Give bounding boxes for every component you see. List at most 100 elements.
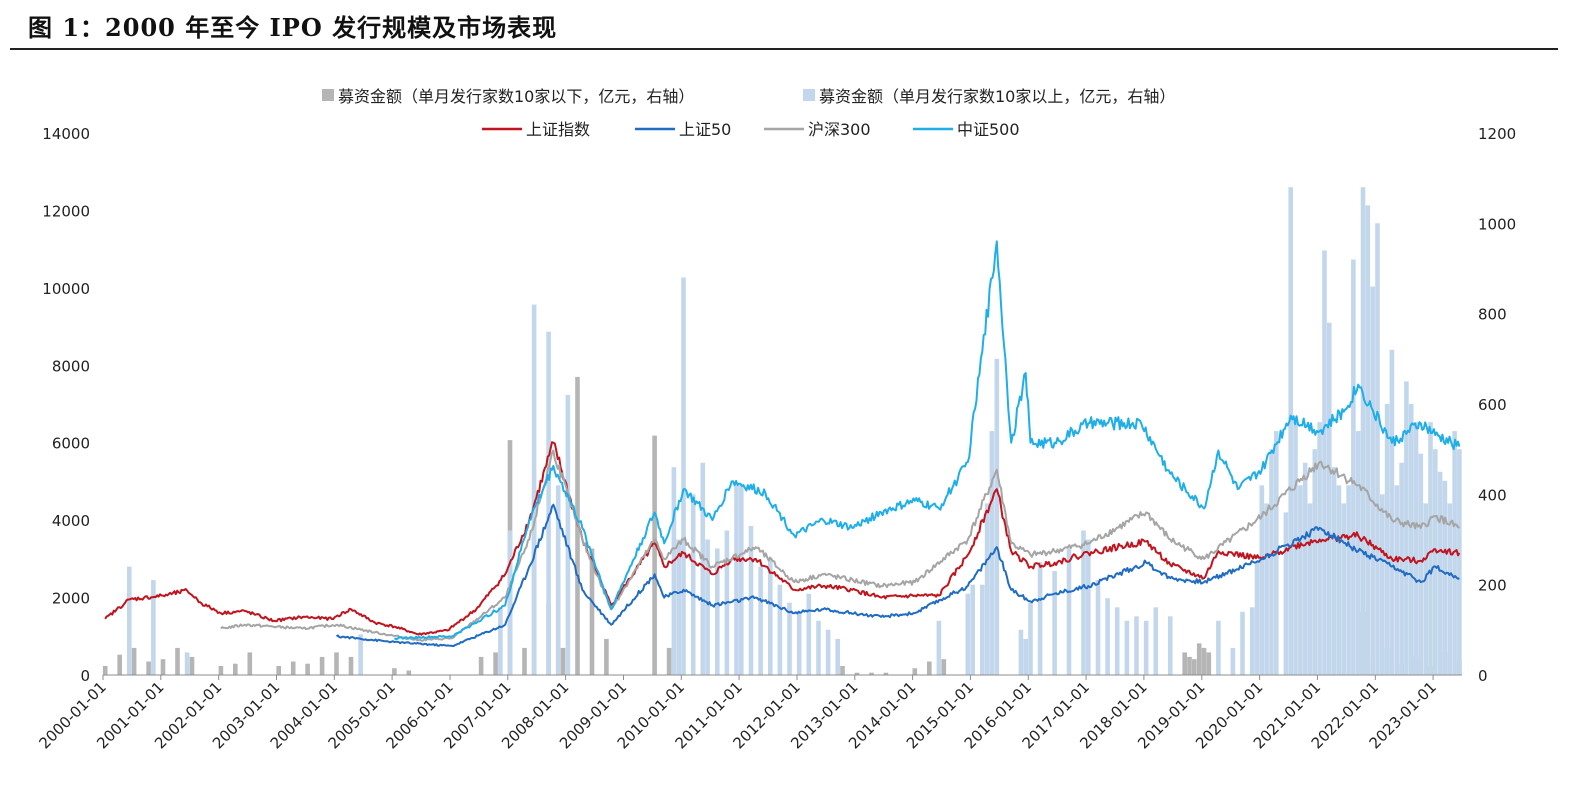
line-上证50 [336, 503, 1460, 647]
bar-small-2012-10 [840, 666, 845, 675]
bar-large-2000-06 [127, 566, 132, 675]
bar-large-2017-09 [1124, 620, 1130, 675]
bar-large-2010-08 [715, 548, 720, 675]
bar-large-2019-07 [1230, 647, 1236, 675]
bar-large-2023-03 [1442, 480, 1448, 675]
bar-large-2011-11 [787, 602, 792, 675]
bar-small-2000-01 [102, 666, 108, 675]
bar-small-2007-12 [560, 647, 566, 675]
bar-large-2011-05 [758, 566, 763, 675]
bar-large-2020-01 [1259, 485, 1265, 675]
bar-large-2015-04 [984, 503, 990, 675]
left-tick-label: 14000 [42, 125, 90, 143]
bar-large-2019-12 [1254, 562, 1260, 675]
title-divider [10, 48, 1558, 50]
bar-large-2023-06 [1457, 449, 1462, 675]
legend-label: 中证500 [957, 120, 1020, 139]
bar-small-2006-07 [478, 656, 484, 675]
bar-large-2021-11 [1365, 205, 1371, 676]
bar-large-2021-10 [1360, 187, 1366, 675]
bar-large-2011-07 [768, 557, 773, 675]
bar-small-2018-09 [1182, 652, 1187, 675]
bar-large-2022-11 [1423, 503, 1428, 675]
bar-large-2021-04 [1331, 467, 1337, 675]
bar-large-2023-01 [1433, 449, 1438, 675]
bar-small-2003-04 [290, 661, 296, 675]
bar-small-2005-04 [406, 670, 412, 675]
bar-small-2013-01 [854, 672, 860, 675]
bar-large-2020-03 [1269, 449, 1274, 675]
line-沪深300 [220, 449, 1460, 642]
bar-large-2012-07 [825, 629, 831, 675]
bar-large-2015-11 [1018, 629, 1024, 675]
bar-large-2008-01 [565, 395, 571, 675]
bars-series-large-ipo [127, 187, 1462, 676]
bar-large-2021-09 [1355, 431, 1361, 675]
bar-large-2015-06 [994, 358, 1000, 675]
right-tick-label: 200 [1478, 577, 1507, 595]
bar-large-2021-03 [1327, 322, 1332, 675]
bar-large-2010-03 [690, 494, 696, 675]
bar-small-2000-07 [131, 647, 137, 675]
left-tick-label: 6000 [52, 435, 90, 453]
bar-large-2021-12 [1370, 286, 1375, 675]
bar-large-2010-12 [734, 485, 739, 675]
bar-large-2022-10 [1418, 453, 1424, 675]
bar-small-2003-07 [305, 663, 310, 675]
bar-large-2015-03 [980, 584, 985, 675]
bar-large-2022-06 [1399, 462, 1404, 675]
bar-large-2020-07 [1288, 187, 1293, 675]
legend-swatch [803, 89, 815, 101]
bar-large-2020-10 [1302, 462, 1308, 675]
bar-small-2004-01 [334, 652, 339, 675]
left-tick-label: 12000 [42, 202, 90, 220]
right-tick-label: 1200 [1478, 125, 1516, 143]
page-title: 图 1：2000 年至今 IPO 发行规模及市场表现 [28, 13, 558, 42]
bar-large-2012-05 [816, 620, 821, 675]
bar-large-2023-02 [1437, 471, 1443, 676]
bar-small-2000-10 [146, 661, 151, 675]
bar-large-2022-03 [1384, 404, 1390, 675]
bar-small-2002-07 [247, 652, 253, 675]
legend-swatch [322, 89, 334, 101]
legend-label: 沪深300 [808, 120, 871, 139]
bar-large-2021-01 [1317, 422, 1322, 675]
bar-large-2007-11 [555, 485, 561, 675]
bar-large-2020-06 [1283, 512, 1289, 675]
bar-large-2007-01 [507, 530, 513, 675]
bar-small-2007-04 [522, 647, 527, 675]
bar-small-2019-02 [1206, 652, 1212, 675]
bar-large-2010-01 [681, 277, 686, 675]
left-tick-label: 10000 [42, 280, 90, 298]
left-tick-label: 0 [80, 667, 90, 685]
bar-large-2011-03 [748, 526, 754, 675]
bar-large-2022-05 [1394, 485, 1400, 675]
legend-label: 募资金额（单月发行家数10家以下，亿元，右轴） [338, 87, 694, 106]
right-tick-label: 600 [1478, 396, 1507, 414]
bar-large-2012-03 [806, 593, 812, 675]
bar-large-2017-07 [1114, 607, 1120, 676]
bar-small-2014-01 [912, 668, 918, 675]
bar-large-2011-01 [739, 485, 744, 675]
bar-large-2016-09 [1066, 548, 1072, 675]
bar-small-2006-10 [493, 652, 498, 675]
bar-small-2005-01 [392, 668, 397, 675]
bar-large-2001-06 [184, 652, 190, 675]
bar-large-2012-09 [835, 638, 840, 675]
bar-large-2006-11 [498, 607, 503, 676]
bar-large-2022-07 [1404, 381, 1409, 675]
bar-large-2016-12 [1081, 530, 1086, 675]
bar-large-2004-06 [358, 634, 363, 675]
legend-label: 上证指数 [526, 120, 590, 139]
bar-small-2014-07 [941, 659, 947, 675]
bar-large-2009-12 [676, 539, 681, 675]
bar-large-2021-07 [1346, 485, 1351, 675]
bar-large-2021-08 [1351, 259, 1356, 675]
bar-large-2021-06 [1341, 503, 1346, 675]
bar-large-2023-04 [1447, 503, 1453, 675]
bar-large-2018-06 [1168, 616, 1173, 675]
bar-large-2020-12 [1312, 449, 1318, 675]
bar-large-2016-01 [1028, 602, 1033, 675]
